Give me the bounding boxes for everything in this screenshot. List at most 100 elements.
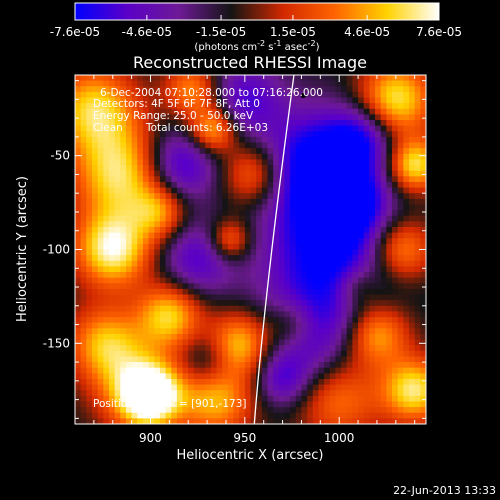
heatmap-cell <box>154 136 161 144</box>
heatmap-cell <box>182 367 189 374</box>
heatmap-cell <box>409 260 416 267</box>
heatmap-cell <box>403 120 410 127</box>
heatmap-cell <box>295 378 303 386</box>
heatmap-cell <box>420 114 426 121</box>
heatmap-cell <box>142 283 150 290</box>
heatmap-cell <box>295 120 303 127</box>
heatmap-cell <box>216 373 223 380</box>
heatmap-cell <box>120 395 127 403</box>
heatmap-cell <box>261 80 269 87</box>
heatmap-cell <box>352 260 359 267</box>
heatmap-cell <box>278 350 286 358</box>
heatmap-cell <box>108 395 116 403</box>
heatmap-cell <box>165 249 172 256</box>
heatmap-cell <box>420 210 426 217</box>
heatmap-cell <box>239 339 246 346</box>
heatmap-cell <box>222 412 229 419</box>
heatmap-cell <box>290 367 297 374</box>
heatmap-cell <box>312 221 320 228</box>
heatmap-cell <box>171 283 178 290</box>
heatmap-cell <box>369 255 376 262</box>
heatmap-cell <box>267 390 274 397</box>
heatmap-cell <box>375 277 382 284</box>
heatmap-cell <box>392 170 399 177</box>
heatmap-cell <box>154 226 161 234</box>
heatmap-cell <box>312 210 320 217</box>
heatmap-cell <box>210 165 218 172</box>
heatmap-cell <box>97 328 104 335</box>
heatmap-cell <box>290 153 297 161</box>
heatmap-cell <box>199 125 206 132</box>
heatmap-cell <box>216 260 223 267</box>
heatmap-cell <box>91 193 99 200</box>
heatmap-cell <box>409 401 416 408</box>
heatmap-cell <box>335 131 342 138</box>
heatmap-cell <box>171 148 178 155</box>
heatmap-cell <box>125 198 133 206</box>
heatmap-cell <box>176 238 184 245</box>
heatmap-cell <box>120 187 127 194</box>
heatmap-cell <box>137 148 144 155</box>
heatmap-cell <box>273 390 280 397</box>
heatmap-cell <box>75 86 82 93</box>
heatmap-cell <box>403 159 410 166</box>
heatmap-cell <box>414 75 421 82</box>
heatmap-cell <box>358 339 365 346</box>
heatmap-cell <box>261 266 269 273</box>
heatmap-cell <box>307 198 314 206</box>
heatmap-cell <box>267 187 274 194</box>
heatmap-cell <box>369 412 376 419</box>
heatmap-cell <box>125 136 133 144</box>
heatmap-cell <box>154 407 161 414</box>
heatmap-cell <box>239 294 246 301</box>
heatmap-cell <box>188 418 195 424</box>
heatmap-cell <box>137 317 144 324</box>
heatmap-cell <box>397 317 404 324</box>
heatmap-cell <box>91 210 99 217</box>
heatmap-cell <box>216 345 223 352</box>
heatmap-cell <box>273 148 280 155</box>
heatmap-cell <box>273 384 280 391</box>
heatmap-cell <box>222 204 229 211</box>
heatmap-cell <box>199 294 206 301</box>
heatmap-cell <box>375 333 382 341</box>
heatmap-cell <box>414 305 421 313</box>
heatmap-cell <box>176 136 184 144</box>
heatmap-cell <box>329 356 337 363</box>
heatmap-cell <box>205 142 212 149</box>
heatmap-cell <box>171 345 178 352</box>
heatmap-cell <box>227 260 235 267</box>
heatmap-cell <box>250 181 257 189</box>
heatmap-cell <box>222 153 229 161</box>
heatmap-cell <box>420 215 426 222</box>
heatmap-cell <box>256 176 263 183</box>
heatmap-cell <box>295 277 303 284</box>
heatmap-cell <box>182 362 189 369</box>
heatmap-cell <box>386 390 393 397</box>
heatmap-cell <box>97 198 104 206</box>
heatmap-cell <box>307 97 314 104</box>
heatmap-cell <box>97 378 104 386</box>
heatmap-cell <box>210 187 218 194</box>
heatmap-cell <box>397 300 404 307</box>
heatmap-cell <box>159 294 167 301</box>
heatmap-cell <box>120 255 127 262</box>
heatmap-cell <box>159 165 167 172</box>
heatmap-cell <box>346 125 353 132</box>
heatmap-cell <box>80 148 87 155</box>
heatmap-cell <box>114 345 121 352</box>
heatmap-cell <box>80 367 87 374</box>
heatmap-cell <box>397 91 404 99</box>
heatmap-cell <box>352 305 359 313</box>
heatmap-cell <box>352 97 359 104</box>
heatmap-cell <box>75 97 82 104</box>
heatmap-cell <box>91 300 99 307</box>
heatmap-cell <box>120 165 127 172</box>
heatmap-cell <box>239 333 246 341</box>
heatmap-cell <box>154 75 161 82</box>
heatmap-cell <box>335 328 342 335</box>
heatmap-cell <box>380 277 387 284</box>
heatmap-cell <box>97 384 104 391</box>
heatmap-cell <box>142 136 150 144</box>
heatmap-cell <box>205 401 212 408</box>
